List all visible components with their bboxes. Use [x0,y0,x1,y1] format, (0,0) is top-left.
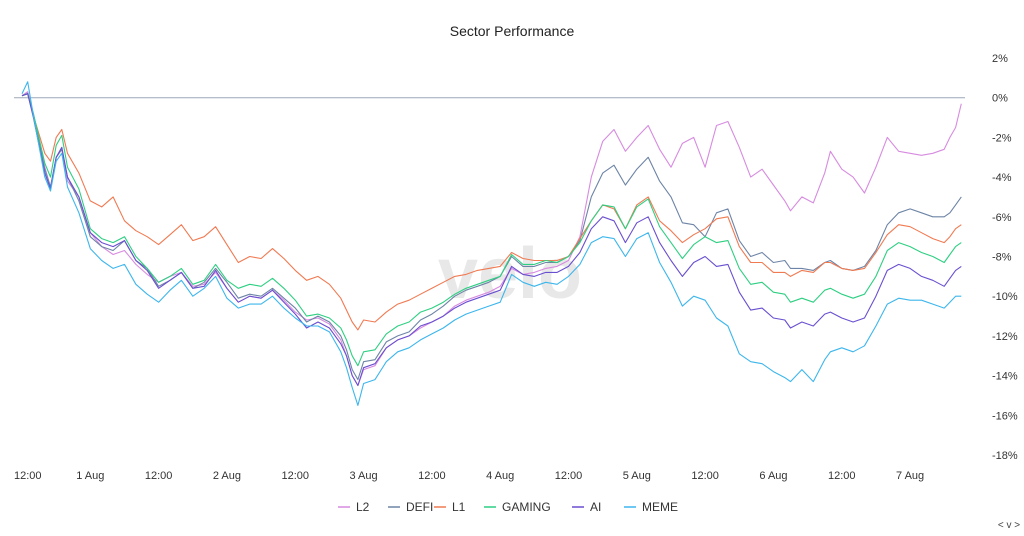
y-tick-label: -12% [992,331,1018,343]
legend-item-ai[interactable]: AI [572,500,601,514]
y-tick-label: -2% [992,132,1012,144]
legend-item-l2[interactable]: L2 [338,500,370,514]
chart-title: Sector Performance [450,23,575,39]
x-tick-label: 7 Aug [896,470,924,482]
series-line-ai [21,93,962,387]
series-line-l1 [21,93,962,331]
legend-item-l1[interactable]: L1 [434,500,466,514]
legend-item-gaming[interactable]: GAMING [484,500,551,514]
x-tick-label: 1 Aug [76,470,104,482]
legend-label: MEME [642,500,678,514]
x-tick-label: 12:00 [418,470,446,482]
x-axis: 12:00 1 Aug 12:00 2 Aug 12:00 3 Aug 12:00 4 Aug… [14,470,924,482]
x-tick-label: 12:00 [828,470,856,482]
legend-label: DEFI [406,500,433,514]
y-tick-label: -16% [992,410,1018,422]
legend-item-defi[interactable]: DEFI [388,500,433,514]
y-tick-label: -14% [992,371,1018,383]
y-tick-label: -6% [992,212,1012,224]
y-tick-label: -8% [992,252,1012,264]
x-tick-label: 12:00 [281,470,309,482]
velo-watermark: velo [438,234,582,314]
x-tick-label: 4 Aug [486,470,514,482]
x-tick-label: 12:00 [14,470,42,482]
series-lines [21,81,962,406]
y-tick-label: -10% [992,291,1018,303]
y-tick-label: 2% [992,53,1008,65]
legend: L2 DEFI L1 GAMING AI MEME [338,500,678,514]
legend-item-meme[interactable]: MEME [624,500,678,514]
legend-label: L2 [356,500,370,514]
legend-label: GAMING [502,500,551,514]
y-axis: 2% 0% -2% -4% -6% -8% -10% -12% -14% -16% -18% [992,53,1018,462]
y-tick-label: -4% [992,172,1012,184]
legend-label: L1 [452,500,466,514]
x-tick-label: 3 Aug [349,470,377,482]
x-tick-label: 12:00 [691,470,719,482]
x-tick-label: 6 Aug [759,470,787,482]
series-line-meme [21,81,962,406]
chart-navigation-control[interactable]: < v > [998,520,1020,531]
x-tick-label: 12:00 [555,470,583,482]
legend-label: AI [590,500,601,514]
series-line-gaming [21,93,962,367]
x-tick-label: 2 Aug [213,470,241,482]
series-line-defi [21,93,962,381]
y-tick-label: 0% [992,93,1008,105]
x-tick-label: 5 Aug [623,470,651,482]
y-tick-label: -18% [992,450,1018,462]
x-tick-label: 12:00 [145,470,173,482]
